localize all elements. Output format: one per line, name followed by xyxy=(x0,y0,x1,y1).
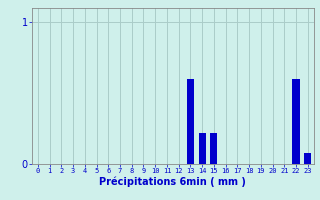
Bar xyxy=(210,133,217,164)
Bar xyxy=(199,133,206,164)
X-axis label: Précipitations 6min ( mm ): Précipitations 6min ( mm ) xyxy=(100,177,246,187)
Bar xyxy=(304,153,311,164)
Bar xyxy=(187,79,194,164)
Bar xyxy=(292,79,300,164)
